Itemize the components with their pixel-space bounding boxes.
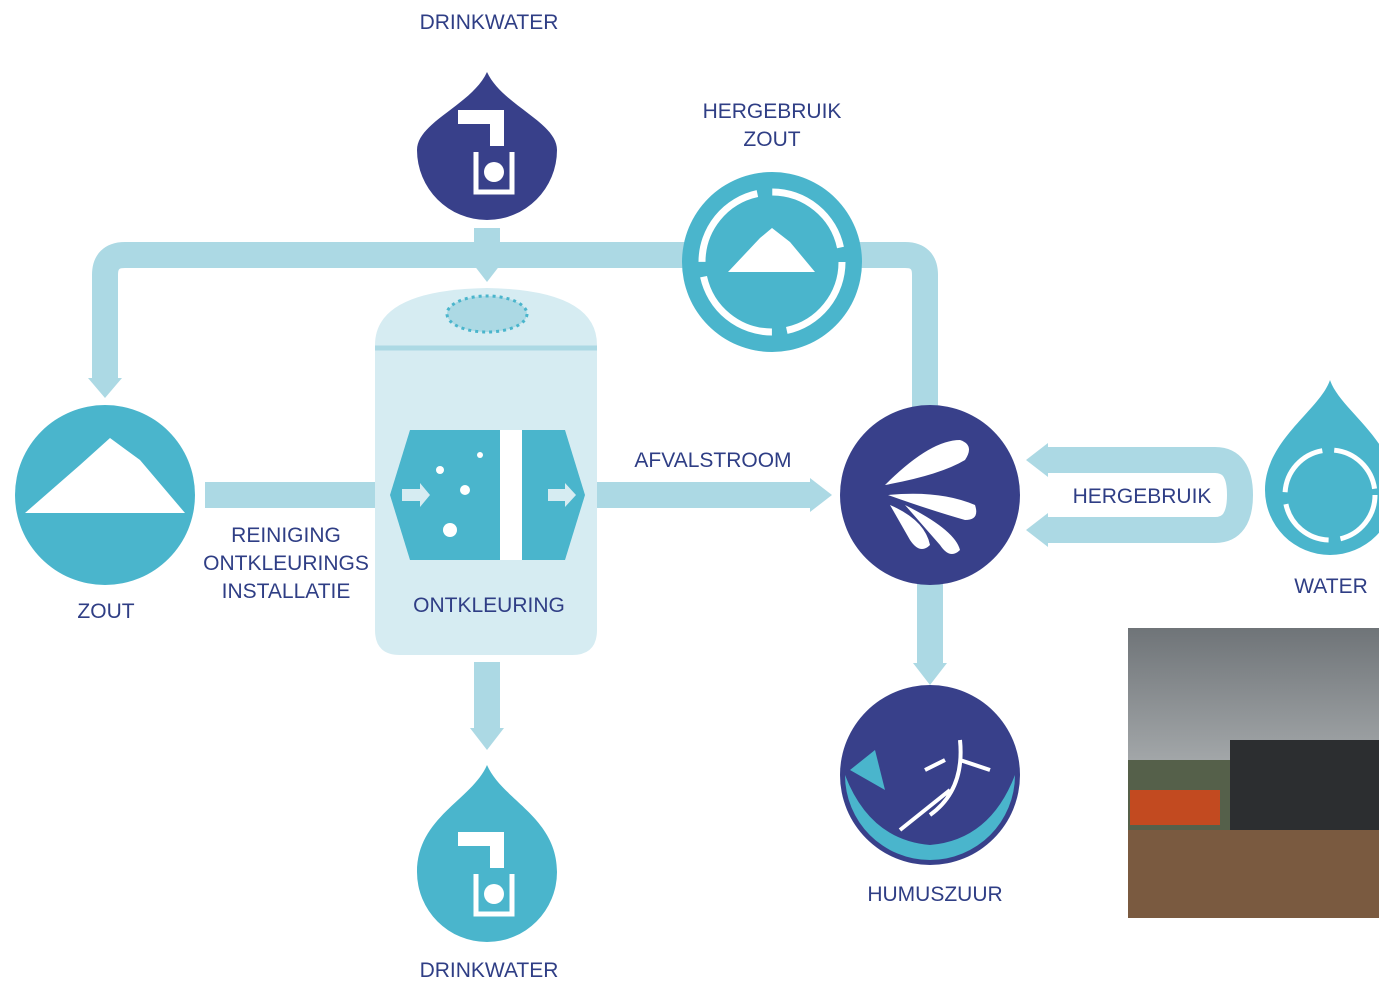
label-zout: ZOUT	[77, 600, 134, 623]
label-reiniging: REINIGING	[231, 524, 341, 547]
label-reiniging: ONTKLEURINGS	[203, 552, 369, 575]
tank	[375, 288, 597, 655]
label-hergebruik: HERGEBRUIK	[1073, 485, 1212, 508]
pipes	[88, 228, 1254, 750]
afvalstroom-circle	[840, 405, 1020, 585]
photo	[1128, 628, 1379, 918]
label-water: WATER	[1294, 575, 1368, 598]
label-drinkwater-bottom: DRINKWATER	[420, 959, 559, 981]
drop-drinkwater-bottom	[417, 765, 557, 942]
label-afvalstroom: AFVALSTROOM	[634, 449, 791, 472]
label-ontkleuring: ONTKLEURING	[413, 594, 565, 617]
hergebruik-zout-circle	[682, 172, 862, 352]
label-drinkwater-top: DRINKWATER	[420, 11, 559, 34]
humuszuur-circle	[840, 685, 1020, 865]
label-humuszuur: HUMUSZUUR	[867, 883, 1002, 906]
drop-drinkwater-top	[417, 72, 557, 220]
drop-water	[1265, 380, 1379, 555]
label-hergebruik-zout: ZOUT	[743, 128, 800, 151]
zout-circle	[15, 405, 195, 585]
label-hergebruik-zout: HERGEBRUIK	[703, 100, 842, 123]
label-reiniging: INSTALLATIE	[222, 580, 351, 603]
